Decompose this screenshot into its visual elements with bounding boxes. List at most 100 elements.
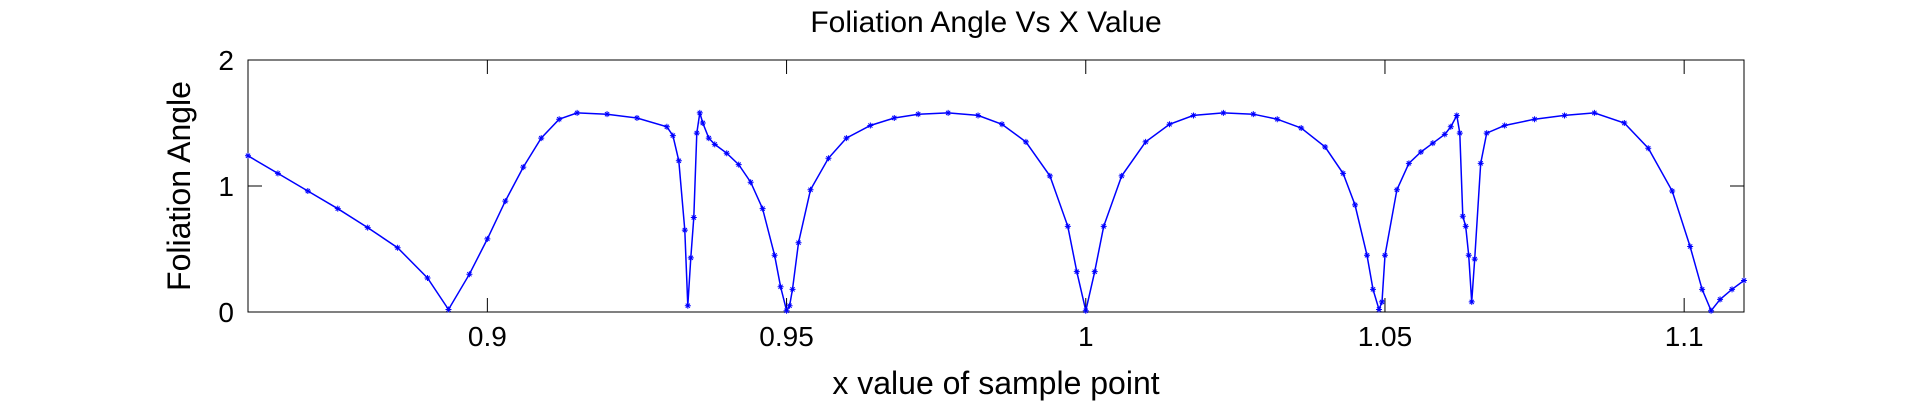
data-point-marker [1591,109,1598,116]
data-point-marker [1142,138,1149,145]
data-point-marker [1621,120,1628,126]
data-point-marker [663,123,670,130]
data-point-marker [1708,307,1715,314]
data-point-marker [364,224,371,231]
data-point-marker [711,141,718,148]
x-tick-label: 1.05 [1358,321,1413,352]
data-point-marker [1717,296,1724,303]
data-point-marker [945,109,952,116]
data-point-marker [684,302,691,309]
data-point-marker [1369,286,1376,293]
data-point-marker [484,235,491,242]
data-point-marker [520,164,527,171]
data-point-marker [556,116,563,123]
data-point-marker [1064,223,1071,230]
data-point-marker [502,198,509,205]
x-tick-label: 0.9 [468,321,507,352]
data-point-marker [274,170,281,177]
data-point-marker [1687,243,1694,250]
data-point-marker [1190,112,1197,119]
data-point-marker [696,109,703,116]
data-point-marker [445,306,452,313]
data-point-marker [759,205,766,212]
data-point-marker [1340,170,1347,177]
data-point-marker [1453,112,1460,119]
data-point-marker [1220,109,1227,116]
data-point-marker [1429,140,1436,147]
data-point-marker [1669,188,1676,195]
data-point-marker [1298,125,1305,132]
data-point-marker [334,205,341,212]
data-point-marker [1465,252,1472,259]
data-point-marker [1405,160,1412,167]
data-point-marker [675,157,682,164]
data-point-marker [783,307,790,314]
data-point-marker [723,150,730,157]
data-point-marker [681,227,688,234]
data-point-marker [1364,252,1371,259]
data-point-marker [1250,111,1257,118]
x-tick-label: 1.1 [1665,321,1704,352]
y-tick-label: 0 [218,297,234,328]
data-point-marker [574,109,581,116]
data-point-marker [1456,130,1463,137]
data-point-marker [825,155,832,162]
data-point-marker [690,214,697,221]
data-point-marker [777,283,784,290]
data-point-marker [1447,123,1454,130]
data-point-marker [1741,277,1747,284]
data-point-marker [1274,116,1281,123]
y-axis-label: Foliation Angle [161,81,197,291]
data-point-marker [1531,116,1538,123]
data-point-marker [1645,145,1652,152]
data-point-marker [1462,223,1469,230]
data-point-marker [975,112,982,119]
data-point-marker [1091,268,1098,275]
data-point-marker [1046,172,1053,179]
data-point-marker [1459,213,1466,220]
series-markers [245,109,1747,314]
data-point-marker [807,186,814,193]
data-point-marker [669,132,676,139]
data-point-marker [1378,298,1385,305]
x-axis-label: x value of sample point [832,365,1159,401]
data-point-marker [1166,121,1173,128]
x-tick-label: 1 [1078,321,1094,352]
data-point-marker [867,122,874,129]
data-point-marker [687,254,694,261]
data-point-marker [538,135,545,142]
data-point-marker [1393,186,1400,193]
data-point-marker [747,179,754,186]
data-point-marker [1100,223,1107,230]
data-point-marker [915,111,922,118]
data-point-marker [1561,112,1568,119]
data-point-marker [1022,138,1029,145]
data-point-marker [1483,130,1490,137]
data-point-marker [1699,286,1706,293]
data-point-marker [394,244,401,251]
data-point-marker [699,120,706,126]
data-point-marker [1468,298,1475,305]
data-point-marker [1417,148,1424,155]
data-point-marker [1441,131,1448,138]
data-point-marker [1118,172,1125,179]
series-line [247,112,1745,313]
data-point-marker [795,239,802,246]
data-point-marker [693,130,700,137]
data-point-marker [705,135,712,142]
data-point-marker [1082,307,1089,314]
data-point-marker [789,286,796,293]
data-point-marker [633,114,640,121]
data-point-marker [786,302,793,309]
data-point-marker [1352,201,1359,208]
data-point-marker [1375,306,1382,313]
data-point-marker [466,271,473,278]
data-point-marker [998,121,1005,128]
data-point-marker [1729,286,1736,293]
chart-title: Foliation Angle Vs X Value [810,6,1161,39]
data-point-marker [1322,143,1329,150]
data-point-marker [304,188,311,195]
data-point-marker [735,161,742,168]
data-point-marker [843,135,850,142]
y-tick-label: 1 [218,171,234,202]
